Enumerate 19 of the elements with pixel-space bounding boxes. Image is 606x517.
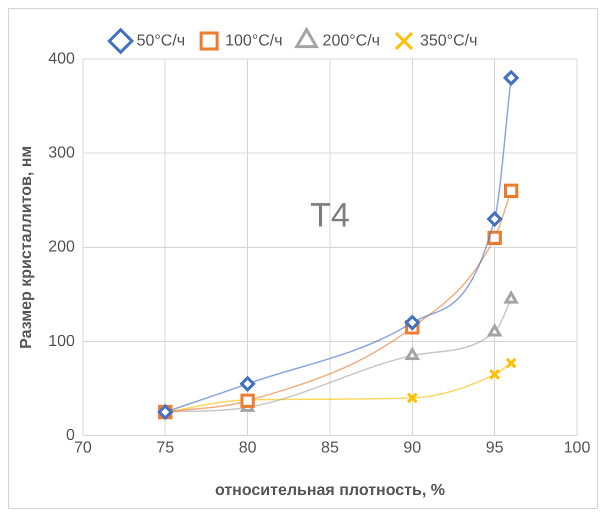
x-tick-label: 90 [403, 440, 422, 457]
y-tick-label: 300 [48, 144, 75, 162]
legend-label: 100°C/ч [225, 32, 283, 50]
x-tick-label: 100 [564, 440, 590, 457]
x-tick-label: 75 [156, 440, 174, 457]
legend-label: 200°C/ч [322, 32, 380, 50]
x-tick-label: 80 [238, 440, 257, 457]
y-tick-label: 100 [48, 332, 75, 350]
x-tick-label: 70 [74, 440, 92, 457]
y-axis-title: Размер кристаллитов, нм [18, 146, 36, 349]
y-tick-label: 400 [48, 50, 75, 68]
x-tick-label: 95 [486, 440, 504, 457]
y-tick-label: 0 [66, 427, 75, 444]
x-tick-label: 85 [321, 440, 339, 457]
y-tick-label: 200 [48, 238, 75, 256]
legend-label: 50°C/ч [136, 32, 186, 50]
legend-label: 350°C/ч [420, 32, 478, 50]
annotation: T4 [310, 196, 350, 235]
x-axis-title: относительная плотность, % [214, 482, 445, 499]
